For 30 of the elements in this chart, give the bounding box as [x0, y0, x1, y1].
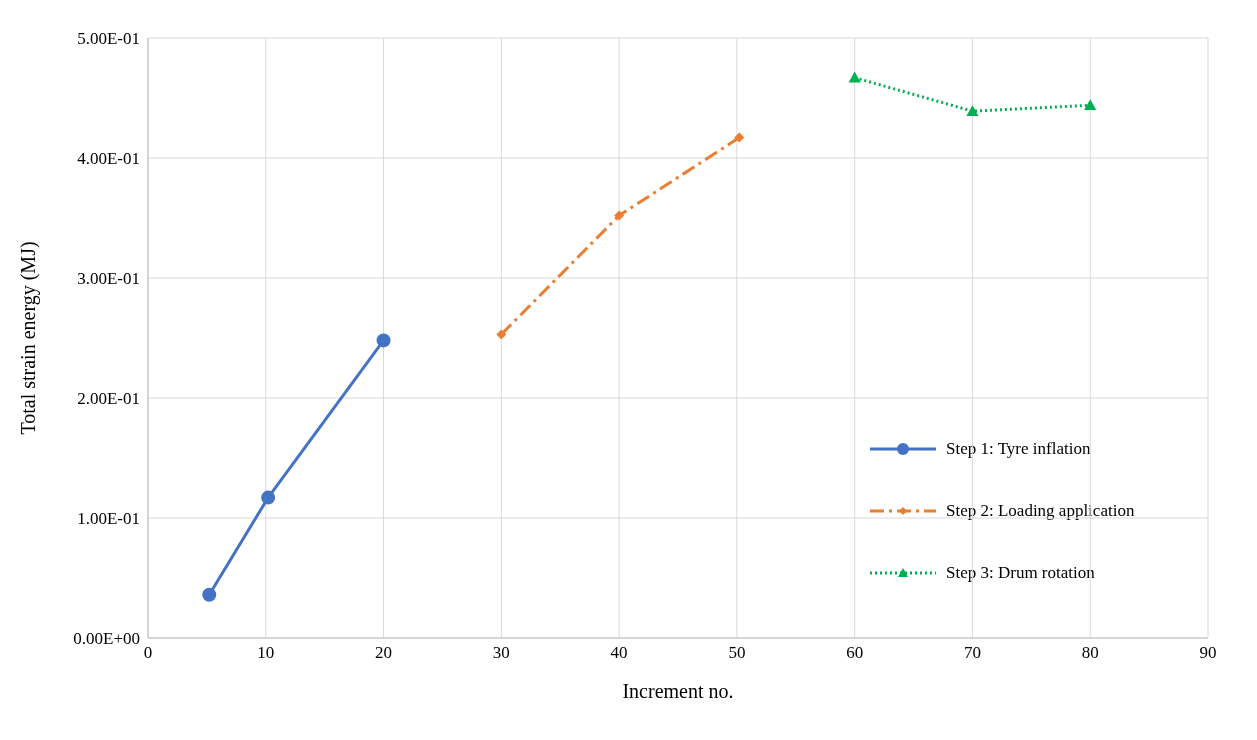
point: [202, 587, 217, 602]
y-axis-title: Total strain energy (MJ): [17, 241, 41, 435]
x-axis-title: Increment no.: [622, 680, 734, 702]
y-tick-label: 3.00E-01: [77, 269, 140, 289]
point: [614, 210, 625, 221]
x-tick-label: 50: [728, 643, 746, 663]
y-tick-label: 4.00E-01: [77, 149, 140, 169]
x-tick-label: 60: [846, 643, 864, 663]
y-tick-label: 5.00E-01: [77, 29, 140, 49]
legend-label: Step 1: Tyre inflation: [946, 439, 1091, 459]
x-tick-label: 40: [610, 643, 628, 663]
x-tick-label: 20: [375, 643, 393, 663]
y-tick-label: 2.00E-01: [77, 389, 140, 409]
point: [496, 329, 507, 340]
point: [966, 105, 979, 116]
point: [1084, 99, 1097, 110]
y-tick-label: 1.00E-01: [77, 509, 140, 529]
point: [848, 71, 861, 83]
x-tick-label: 80: [1081, 643, 1099, 663]
x-tick-label: 70: [963, 643, 981, 663]
point: [261, 490, 276, 505]
x-tick-label: 10: [257, 643, 275, 663]
x-tick-label: 0: [143, 643, 153, 663]
legend-label: Step 2: Loading application: [946, 501, 1135, 521]
point: [376, 333, 391, 348]
y-tick-label: 0.00E+00: [73, 629, 140, 649]
x-tick-label: 90: [1199, 643, 1217, 663]
legend-label: Step 3: Drum rotation: [946, 563, 1095, 583]
x-tick-label: 30: [492, 643, 510, 663]
point: [734, 132, 745, 143]
